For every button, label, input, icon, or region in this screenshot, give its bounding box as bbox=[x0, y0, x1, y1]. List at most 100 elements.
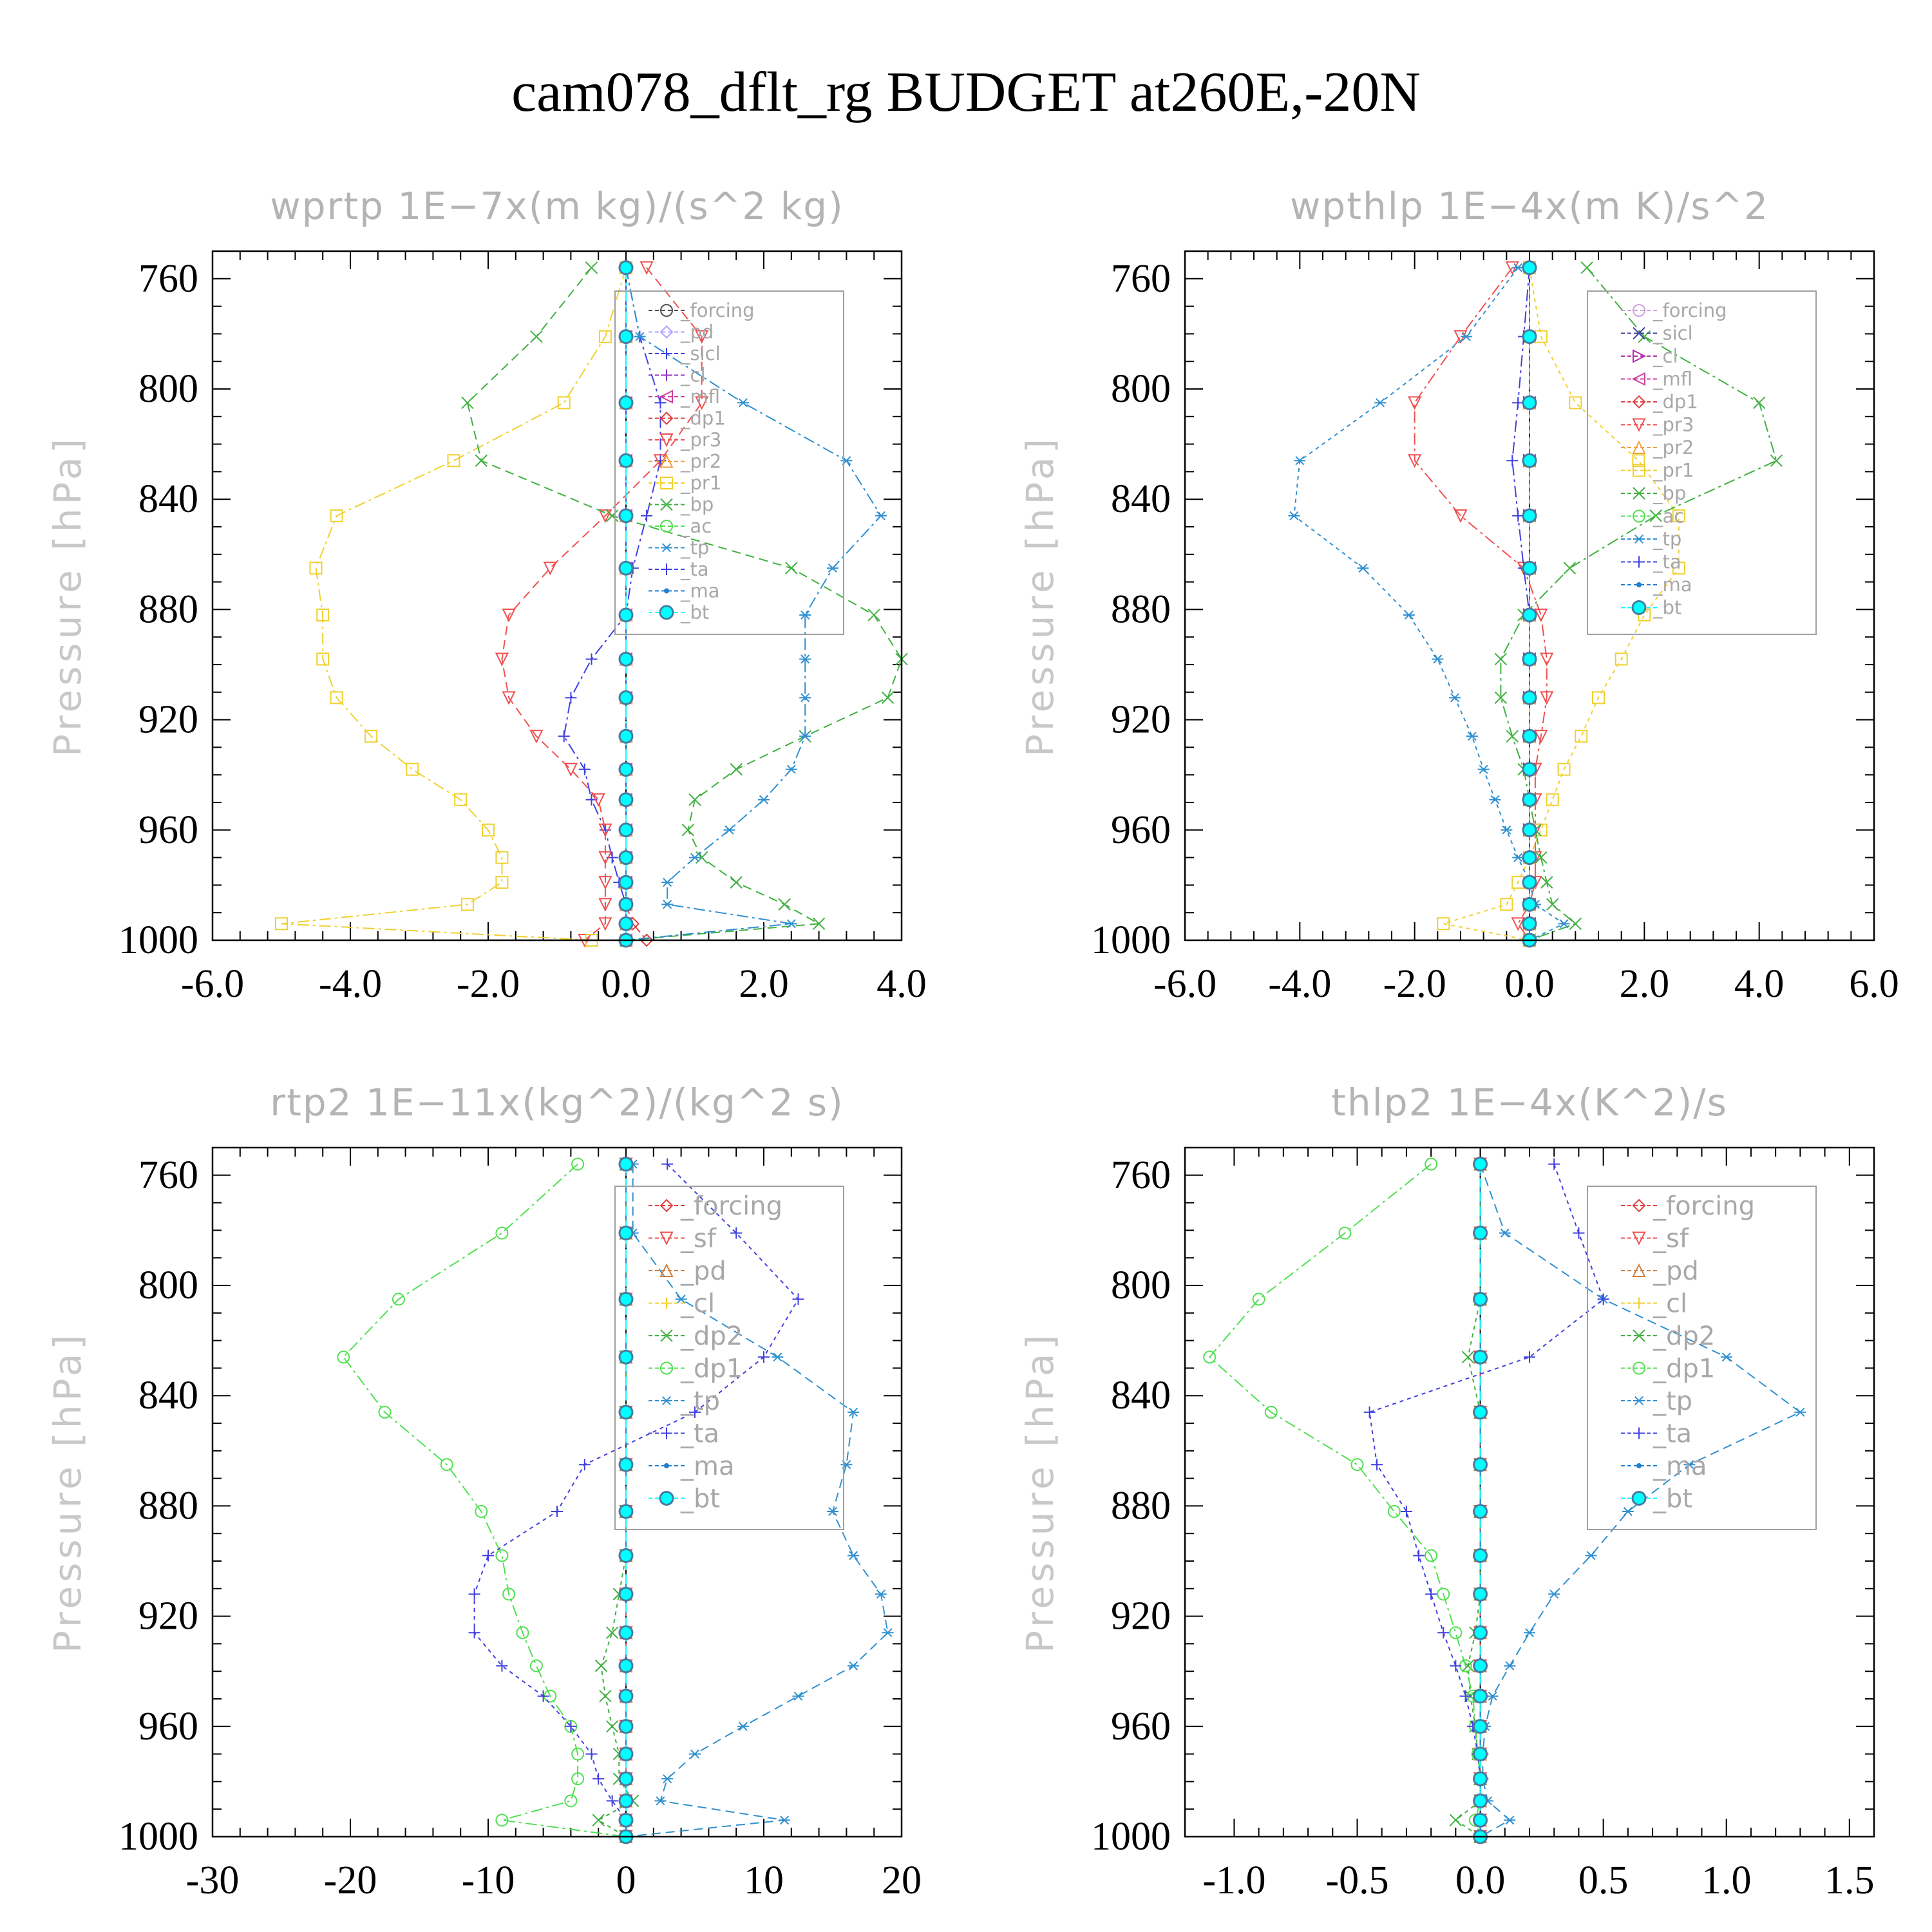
y-tick-label: 960 bbox=[1111, 1705, 1171, 1748]
x-tick-label: 0.5 bbox=[1578, 1859, 1629, 1902]
y-tick-label: 1000 bbox=[118, 918, 198, 962]
data-point bbox=[785, 919, 797, 929]
data-point bbox=[758, 1351, 770, 1363]
data-point bbox=[495, 1549, 509, 1562]
data-point bbox=[737, 398, 749, 408]
data-point bbox=[618, 690, 634, 705]
legend-label: _ac bbox=[680, 515, 712, 537]
data-point bbox=[618, 1349, 634, 1365]
data-point bbox=[1486, 1691, 1499, 1701]
data-point bbox=[1524, 1628, 1535, 1638]
legend-marker bbox=[660, 1329, 673, 1342]
data-point bbox=[571, 1157, 585, 1171]
data-point bbox=[316, 608, 330, 621]
data-point bbox=[330, 509, 343, 522]
data-point bbox=[1522, 792, 1537, 808]
data-point bbox=[1500, 898, 1513, 911]
panel-title: rtp2 1E−11x(kg^2)/(kg^2 s) bbox=[270, 1081, 844, 1124]
series-tp bbox=[620, 263, 887, 945]
data-point bbox=[1473, 1291, 1488, 1307]
legend-label: _ma bbox=[680, 1452, 734, 1481]
data-point bbox=[618, 1405, 634, 1420]
data-point bbox=[605, 1720, 619, 1733]
x-tick-label: -2.0 bbox=[1383, 962, 1446, 1006]
data-point bbox=[447, 454, 460, 468]
data-point bbox=[1403, 610, 1415, 620]
legend-label: _cl bbox=[1653, 345, 1678, 367]
data-point bbox=[598, 509, 612, 524]
data-point bbox=[495, 1226, 509, 1240]
data-point bbox=[1408, 396, 1422, 410]
data-point bbox=[598, 898, 612, 912]
data-point bbox=[330, 691, 343, 705]
data-point bbox=[571, 1747, 585, 1761]
data-point bbox=[337, 1350, 350, 1364]
data-point bbox=[618, 1658, 634, 1674]
data-point bbox=[1770, 454, 1783, 467]
y-axis-label: Pressure [hPa] bbox=[1018, 1331, 1062, 1653]
legend-box bbox=[614, 290, 844, 635]
x-tick-label: 2.0 bbox=[1620, 962, 1670, 1006]
data-point bbox=[1535, 851, 1548, 864]
data-point bbox=[1683, 1460, 1696, 1470]
legend-label: _forcing bbox=[1653, 299, 1727, 321]
legend-label: _dp1 bbox=[680, 1354, 743, 1384]
data-point bbox=[792, 1691, 804, 1701]
legend-label: _bt bbox=[1653, 597, 1681, 619]
x-tick-label: -10 bbox=[462, 1859, 515, 1902]
data-point bbox=[1477, 764, 1490, 774]
data-point bbox=[799, 693, 811, 703]
series-line bbox=[501, 267, 703, 941]
series-line bbox=[625, 1164, 889, 1837]
panel-title: thlp2 1E−4x(K^2)/s bbox=[1331, 1081, 1728, 1124]
data-point bbox=[1425, 1157, 1438, 1171]
x-tick-label: 0.0 bbox=[1504, 962, 1555, 1006]
data-point bbox=[618, 1457, 634, 1472]
data-point bbox=[882, 1628, 894, 1638]
data-point bbox=[1548, 1589, 1560, 1599]
data-point bbox=[543, 562, 557, 576]
y-tick-label: 800 bbox=[1111, 367, 1171, 411]
data-point bbox=[1449, 1814, 1463, 1827]
data-point bbox=[695, 396, 709, 410]
data-point bbox=[564, 762, 578, 777]
legend-label: _ma bbox=[1653, 1452, 1707, 1481]
series-pr1 bbox=[1437, 261, 1685, 947]
y-tick-label: 960 bbox=[138, 1705, 198, 1748]
data-point bbox=[1473, 1405, 1488, 1420]
legend-label: _sicl bbox=[680, 343, 721, 365]
series-line bbox=[1454, 1164, 1481, 1837]
data-point bbox=[799, 610, 811, 620]
plot-frame bbox=[211, 1146, 903, 1838]
data-point bbox=[618, 850, 634, 866]
data-point bbox=[639, 261, 654, 275]
data-point bbox=[1432, 654, 1444, 664]
data-point bbox=[618, 792, 634, 808]
data-point bbox=[495, 876, 509, 889]
legend-label: _pr2 bbox=[680, 451, 721, 473]
y-tick-label: 760 bbox=[138, 1153, 198, 1197]
data-point bbox=[1437, 1587, 1450, 1601]
legend-label: _ma bbox=[1653, 574, 1692, 596]
data-point bbox=[1506, 455, 1519, 467]
data-point bbox=[1573, 1227, 1585, 1239]
data-point bbox=[598, 876, 612, 890]
legend-label: _pr3 bbox=[680, 429, 721, 451]
data-point bbox=[1597, 1293, 1609, 1305]
plot-frame bbox=[1184, 1146, 1875, 1838]
data-point bbox=[618, 453, 634, 468]
data-point bbox=[618, 762, 634, 777]
data-point bbox=[1522, 728, 1537, 744]
data-point bbox=[1473, 1226, 1488, 1241]
data-point bbox=[618, 508, 634, 524]
legend-label: _bt bbox=[680, 601, 709, 623]
data-point bbox=[460, 898, 474, 911]
data-point bbox=[1252, 1293, 1265, 1306]
chart-panel-4: thlp2 1E−4x(K^2)/s Pressure [hPa] 760 800 84… bbox=[1018, 1081, 1875, 1902]
data-point bbox=[1522, 896, 1537, 912]
data-point bbox=[779, 1815, 791, 1825]
data-point bbox=[618, 728, 634, 744]
legend-label: _ta bbox=[680, 558, 709, 580]
data-point bbox=[1522, 607, 1537, 623]
data-point bbox=[618, 875, 634, 890]
